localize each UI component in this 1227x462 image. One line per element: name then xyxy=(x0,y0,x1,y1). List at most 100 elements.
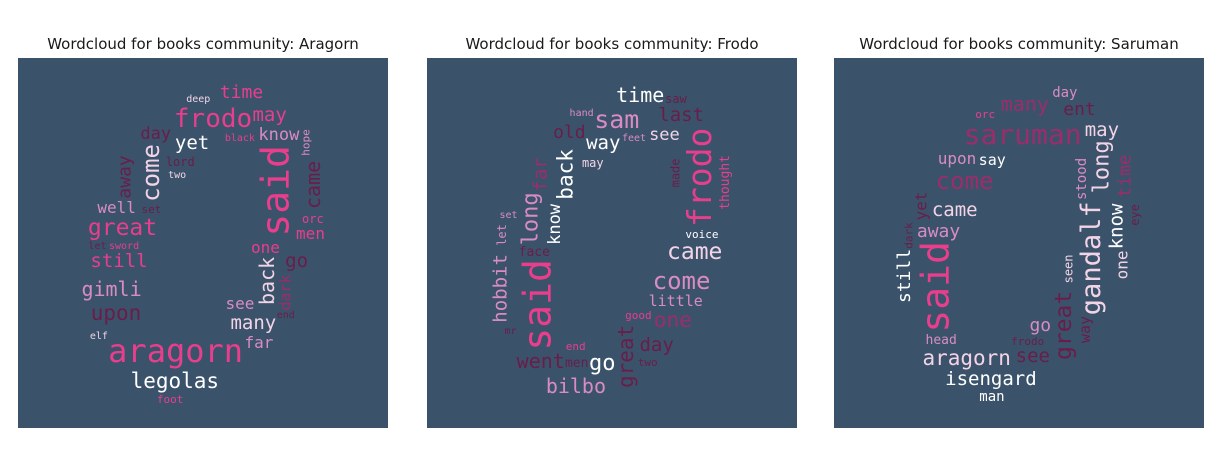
word-frodo: frodo xyxy=(1011,334,1045,348)
panel-title: Wordcloud for books community: Saruman xyxy=(859,35,1179,53)
word-great: great xyxy=(87,214,158,241)
word-see: see xyxy=(225,294,255,314)
word-head: head xyxy=(925,332,957,348)
word-one: one xyxy=(653,307,692,332)
word-well: well xyxy=(97,197,136,217)
word-long: long xyxy=(518,192,544,246)
word-day: day xyxy=(1052,85,1078,102)
word-set: set xyxy=(141,203,162,217)
word-orc: orc xyxy=(302,211,324,226)
word-feet: feet xyxy=(622,132,647,144)
word-man: man xyxy=(979,389,1005,406)
word-go: go xyxy=(285,250,309,273)
word-upon: upon xyxy=(90,300,142,325)
word-gandalf: gandalf xyxy=(1075,201,1107,315)
word-away: away xyxy=(114,155,136,199)
word-hope: hope xyxy=(299,129,313,157)
word-come: come xyxy=(935,166,994,195)
word-time: time xyxy=(219,82,264,104)
wordcloud-canvas: said aragorn frodo come great legolas upon giml… xyxy=(18,58,388,428)
word-one: one xyxy=(251,237,280,257)
word-away: away xyxy=(916,220,961,242)
word-bilbo: bilbo xyxy=(545,374,607,399)
word-went: went xyxy=(516,349,565,374)
word-orc: orc xyxy=(975,108,996,122)
word-frodo: frodo xyxy=(173,104,253,135)
word-way: way xyxy=(1075,316,1094,344)
word-come: come xyxy=(136,144,165,202)
word-aragorn: aragorn xyxy=(922,345,1011,370)
word-yet: yet xyxy=(174,132,210,155)
word-said: said xyxy=(253,144,298,237)
word-may: may xyxy=(1084,118,1120,141)
word-many: many xyxy=(1000,91,1049,116)
word-deep: deep xyxy=(186,94,211,106)
word-face: face xyxy=(518,245,550,261)
word-black: black xyxy=(224,133,255,145)
word-come: come xyxy=(652,266,711,295)
word-one: one xyxy=(1112,250,1132,280)
word-hobbit: hobbit xyxy=(489,254,512,324)
word-thought: thought xyxy=(717,154,733,210)
word-way: way xyxy=(586,132,621,155)
word-hand: hand xyxy=(569,107,594,119)
word-two: two xyxy=(637,356,658,370)
word-let: let xyxy=(88,240,107,252)
wordcloud-canvas: said saruman gandalf come great long aragorn ma… xyxy=(834,58,1204,428)
panel-title: Wordcloud for books community: Aragorn xyxy=(47,35,359,53)
word-know: know xyxy=(544,203,565,245)
word-seen: seen xyxy=(1061,254,1076,284)
word-gimli: gimli xyxy=(81,276,142,301)
word-may: may xyxy=(581,156,604,171)
wordcloud-panel-aragorn: Wordcloud for books community: Aragorn s… xyxy=(18,30,388,428)
word-elf: elf xyxy=(89,331,108,343)
wordcloud-canvas: said frodo sam come came long go one back great we… xyxy=(427,58,797,428)
word-good: good xyxy=(625,308,652,322)
word-foot: foot xyxy=(156,392,184,406)
word-see: see xyxy=(649,124,680,145)
word-eye: eye xyxy=(1127,204,1142,226)
word-great: great xyxy=(1051,290,1078,360)
word-great: great xyxy=(614,324,639,388)
word-back: back xyxy=(255,257,280,306)
word-time: time xyxy=(616,82,665,107)
word-day: day xyxy=(140,123,172,144)
word-stood: stood xyxy=(1074,157,1091,200)
word-time: time xyxy=(1114,154,1136,199)
word-back: back xyxy=(553,148,578,200)
panel-title: Wordcloud for books community: Frodo xyxy=(465,35,759,53)
word-see: see xyxy=(1015,345,1050,368)
word-legolas: legolas xyxy=(130,368,220,393)
word-upon: upon xyxy=(937,148,977,168)
word-two: two xyxy=(168,170,187,182)
word-mr: mr xyxy=(504,325,517,337)
word-saw: saw xyxy=(665,91,687,106)
word-last: last xyxy=(658,104,705,127)
word-said: said xyxy=(913,240,958,333)
word-yet: yet xyxy=(911,191,931,221)
word-say: say xyxy=(978,150,1006,169)
word-long: long xyxy=(1089,140,1115,194)
word-came: came xyxy=(667,238,723,265)
word-made: made xyxy=(668,158,683,188)
word-ent: ent xyxy=(1063,99,1096,121)
word-end: end xyxy=(565,340,586,354)
word-set: set xyxy=(499,209,518,221)
word-saruman: saruman xyxy=(963,118,1082,152)
word-men: men xyxy=(564,355,589,371)
word-came: came xyxy=(300,160,325,210)
word-still: still xyxy=(894,248,916,304)
word-sword: sword xyxy=(109,240,140,252)
word-said: said xyxy=(515,258,560,351)
word-little: little xyxy=(648,291,703,310)
word-voice: voice xyxy=(685,227,719,241)
word-go: go xyxy=(588,351,616,377)
word-know: know xyxy=(1105,203,1128,250)
word-dark: dark xyxy=(276,274,295,311)
word-lord: lord xyxy=(165,154,195,169)
word-many: many xyxy=(230,311,277,334)
word-end: end xyxy=(276,310,295,322)
word-day: day xyxy=(639,334,674,357)
word-let: let xyxy=(495,223,510,246)
word-came: came xyxy=(931,199,978,222)
